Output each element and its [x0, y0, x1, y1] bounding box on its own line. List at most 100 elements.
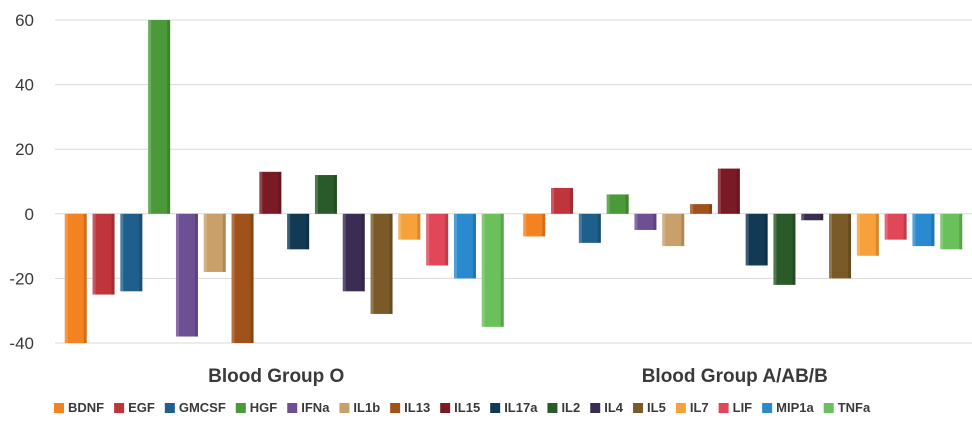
legend-item-il1b: IL1b [339, 400, 380, 415]
legend-item-il17a: IL17a [490, 400, 538, 415]
bar-highlight [773, 213, 777, 285]
bar-tnfa-group-a-ab-b [940, 213, 963, 250]
legend-swatch [675, 403, 686, 413]
bar-highlight [829, 213, 833, 279]
bar-fill [92, 213, 115, 295]
bar-fill [884, 213, 907, 240]
bar-bdnf-group-o [64, 213, 87, 343]
bar-fill [940, 213, 963, 250]
bar-shadow [875, 213, 879, 256]
legend-item-bdnf: BDNF [54, 400, 104, 415]
legend-item-il13: IL13 [390, 400, 430, 415]
bars [64, 20, 963, 343]
bar-highlight [551, 187, 555, 214]
legend-swatch [547, 403, 558, 413]
bar-shadow [306, 213, 310, 250]
bar-il2-group-a-ab-b [773, 213, 796, 285]
legend-label: IL2 [561, 400, 580, 415]
category-label: Blood Group O [208, 366, 344, 387]
bar-lif-group-a-ab-b [884, 213, 907, 240]
bar-fill [148, 20, 171, 214]
y-tick-label: 20 [15, 140, 34, 159]
bar-fill [426, 213, 449, 266]
legend-item-gmcsf: GMCSF [164, 400, 226, 415]
legend-label: MIP1a [776, 400, 814, 415]
bar-shadow [361, 213, 365, 292]
legend-item-mip1a: MIP1a [762, 400, 814, 415]
legend-item-il2: IL2 [547, 400, 580, 415]
bar-fill [634, 213, 657, 230]
legend-swatch [54, 403, 64, 413]
bar-ifna-group-o [175, 213, 198, 337]
legend-swatch [164, 403, 175, 413]
bar-shadow [111, 213, 115, 295]
bar-il2-group-o [314, 175, 337, 214]
bar-shadow [167, 20, 171, 214]
bar-shadow [597, 213, 601, 243]
legend-item-egf: EGF [114, 400, 155, 415]
bar-fill [342, 213, 365, 292]
bar-shadow [903, 213, 907, 240]
bar-highlight [453, 213, 457, 279]
bar-highlight [231, 213, 235, 343]
legend-item-il7: IL7 [675, 400, 709, 415]
bar-shadow [222, 213, 226, 272]
bar-fill [717, 168, 740, 214]
bar-fill [578, 213, 601, 243]
bar-fill [829, 213, 852, 279]
bar-highlight [314, 175, 318, 214]
bar-highlight [148, 20, 152, 214]
bar-il7-group-a-ab-b [856, 213, 879, 256]
legend-swatch [339, 403, 350, 413]
bar-shadow [472, 213, 476, 279]
bar-shadow [500, 213, 504, 327]
bar-fill [745, 213, 768, 266]
legend-swatch [718, 403, 729, 413]
bar-highlight [426, 213, 430, 266]
bar-tnfa-group-o [481, 213, 504, 327]
bar-il15-group-a-ab-b [717, 168, 740, 214]
bar-shadow [625, 194, 629, 214]
bar-highlight [634, 213, 638, 230]
bar-shadow [764, 213, 768, 266]
bar-fill [231, 213, 254, 343]
bar-shadow [959, 213, 963, 250]
bar-highlight [203, 213, 207, 272]
bar-highlight [662, 213, 666, 247]
bar-gmcsf-group-a-ab-b [578, 213, 601, 243]
legend-swatch [114, 403, 125, 413]
bar-egf-group-o [92, 213, 115, 295]
bar-highlight [342, 213, 346, 292]
legend-label: HGF [250, 400, 278, 415]
legend-label: IL5 [647, 400, 666, 415]
bar-fill [773, 213, 796, 285]
bar-highlight [801, 213, 805, 221]
legend-label: IL15 [454, 400, 480, 415]
bar-fill [259, 171, 282, 214]
legend-label: EGF [128, 400, 155, 415]
bar-highlight [578, 213, 582, 243]
bar-fill [481, 213, 504, 327]
bar-fill [551, 187, 574, 214]
y-tick-label: 40 [15, 76, 34, 95]
bar-shadow [792, 213, 796, 285]
bar-highlight [370, 213, 374, 314]
legend-label: IL4 [604, 400, 624, 415]
bar-il1b-group-o [203, 213, 226, 272]
bar-fill [314, 175, 337, 214]
bar-highlight [856, 213, 860, 256]
legend-swatch [633, 403, 644, 413]
legend-item-lif: LIF [718, 400, 752, 415]
legend-swatch [762, 403, 773, 413]
legend-item-il5: IL5 [633, 400, 666, 415]
bar-fill [287, 213, 310, 250]
legend-label: IL13 [404, 400, 430, 415]
bar-highlight [259, 171, 263, 214]
legend-item-hgf: HGF [235, 400, 278, 415]
bar-highlight [717, 168, 721, 214]
legend-swatch [490, 403, 501, 413]
bar-highlight [884, 213, 888, 240]
bar-shadow [389, 213, 393, 314]
bar-hgf-group-o [148, 20, 171, 214]
bar-ifna-group-a-ab-b [634, 213, 657, 230]
